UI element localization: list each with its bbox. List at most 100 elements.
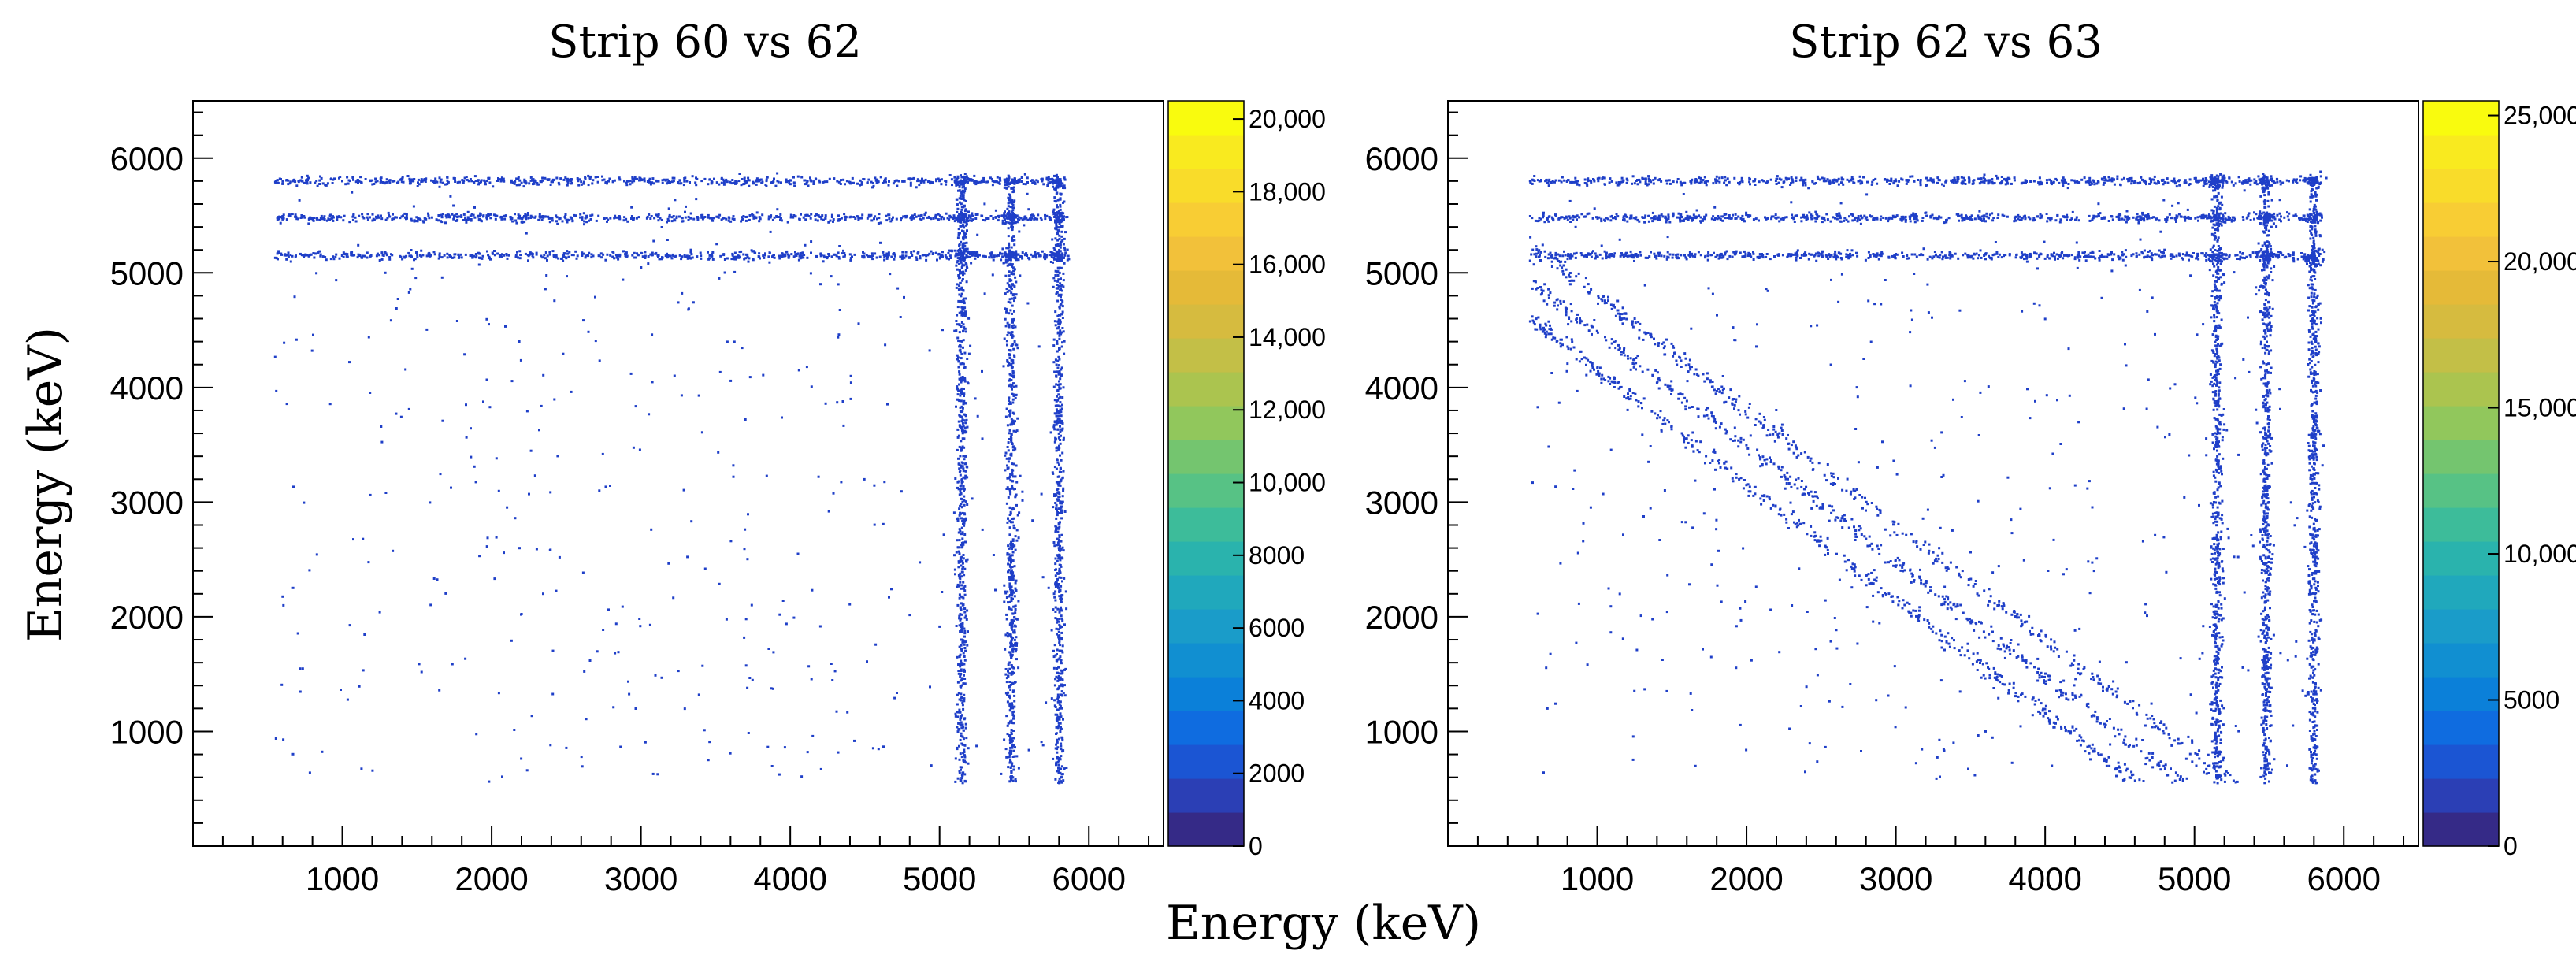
- data-point: [1008, 694, 1011, 697]
- data-point: [1006, 264, 1009, 267]
- data-point: [737, 180, 741, 183]
- data-point: [958, 269, 961, 272]
- data-point: [1895, 253, 1899, 256]
- data-point: [1056, 446, 1059, 449]
- data-point: [596, 180, 599, 184]
- data-point: [1010, 279, 1013, 282]
- data-point: [957, 488, 960, 491]
- data-point: [566, 181, 570, 184]
- data-point: [966, 503, 969, 506]
- data-point: [744, 253, 748, 256]
- data-point: [555, 254, 558, 257]
- data-point: [667, 219, 670, 222]
- data-point: [969, 219, 971, 222]
- data-point: [752, 250, 755, 253]
- data-point: [1007, 674, 1010, 678]
- data-point: [1059, 467, 1062, 470]
- data-point: [464, 253, 467, 256]
- data-point: [1056, 320, 1060, 323]
- data-point: [1010, 210, 1013, 213]
- data-point: [1050, 629, 1053, 632]
- data-point: [1061, 239, 1064, 242]
- data-point: [726, 340, 729, 343]
- data-point: [956, 268, 959, 271]
- data-point: [961, 596, 964, 599]
- data-point: [446, 252, 449, 255]
- data-point: [915, 215, 918, 218]
- data-point: [1009, 720, 1011, 723]
- data-point: [961, 421, 964, 425]
- data-point: [282, 213, 285, 217]
- data-point: [1011, 228, 1014, 231]
- data-point: [1058, 358, 1061, 361]
- data-point: [981, 528, 984, 531]
- data-point: [584, 217, 587, 220]
- data-point: [1026, 181, 1029, 184]
- data-point: [351, 215, 354, 218]
- data-point: [1061, 546, 1064, 549]
- data-point: [956, 388, 960, 391]
- colorbar-swatch: [1168, 541, 1244, 576]
- data-point: [971, 251, 974, 254]
- data-point: [912, 250, 915, 253]
- data-point: [1008, 753, 1011, 756]
- data-point: [1004, 180, 1008, 184]
- data-point: [590, 253, 593, 256]
- data-point: [911, 214, 914, 217]
- data-point: [708, 217, 711, 220]
- data-point: [541, 256, 544, 259]
- data-point: [2213, 781, 2216, 784]
- data-point: [957, 214, 960, 217]
- data-point: [456, 216, 459, 219]
- data-point: [689, 217, 692, 220]
- colorbar-swatch: [1168, 812, 1244, 847]
- colorbar-swatch: [1168, 507, 1244, 542]
- data-point: [964, 312, 967, 315]
- data-point: [428, 217, 431, 220]
- data-point: [882, 522, 885, 525]
- data-point: [960, 732, 963, 735]
- data-point: [470, 218, 473, 221]
- data-point: [961, 279, 964, 282]
- data-point: [678, 215, 681, 218]
- data-point: [1056, 266, 1060, 269]
- data-point: [975, 744, 978, 748]
- data-point: [743, 258, 746, 261]
- data-point: [960, 301, 963, 304]
- data-point: [963, 635, 966, 638]
- data-point: [384, 271, 387, 274]
- data-point: [962, 566, 965, 569]
- data-point: [1008, 210, 1011, 213]
- data-point: [1056, 541, 1060, 544]
- data-point: [1058, 418, 1061, 421]
- data-point: [1005, 618, 1008, 621]
- data-point: [892, 252, 895, 255]
- data-point: [718, 582, 721, 585]
- data-point: [1011, 209, 1015, 212]
- data-point: [848, 253, 852, 256]
- data-point: [1055, 762, 1058, 765]
- data-point: [1057, 538, 1060, 541]
- data-point: [1011, 592, 1014, 596]
- data-point: [1001, 255, 1004, 258]
- data-point: [1060, 414, 1063, 418]
- data-point: [899, 255, 902, 258]
- data-point: [781, 254, 785, 257]
- data-point: [1055, 414, 1058, 418]
- data-point: [1045, 256, 1048, 259]
- data-point: [660, 226, 663, 228]
- data-point: [794, 215, 797, 218]
- data-point: [1059, 608, 1062, 611]
- data-point: [962, 299, 965, 302]
- data-point: [548, 549, 551, 551]
- data-point: [963, 220, 967, 223]
- data-point: [994, 588, 997, 592]
- data-point: [2212, 244, 2215, 247]
- data-point: [977, 254, 980, 257]
- data-point: [817, 475, 820, 478]
- data-point: [1008, 289, 1011, 292]
- data-point: [1053, 495, 1056, 497]
- data-point: [692, 301, 695, 304]
- data-point: [1001, 247, 1004, 251]
- data-point: [1059, 771, 1062, 774]
